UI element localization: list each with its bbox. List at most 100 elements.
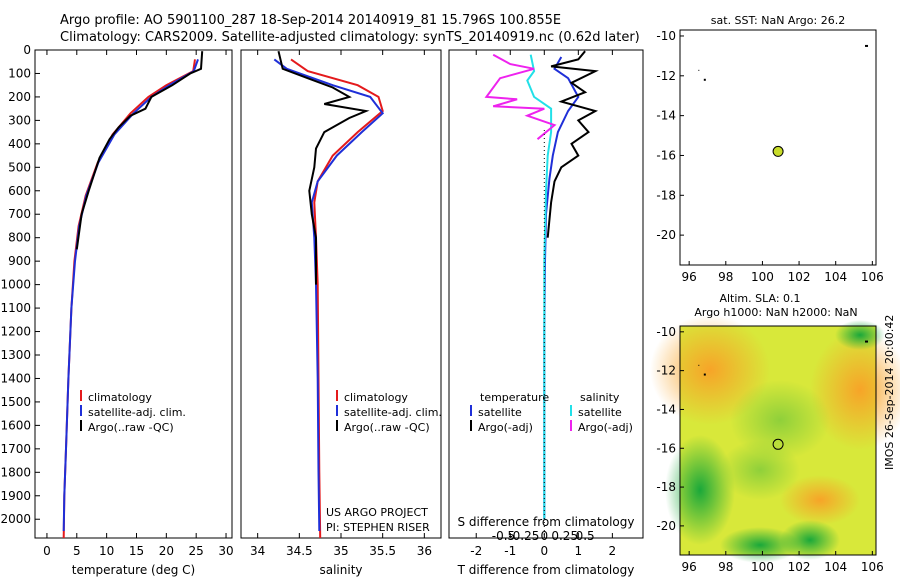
x-tick-label: 34.5: [286, 544, 313, 558]
difference-panel: -2 -1 0 1 2 T difference from climatology -0.5…: [448, 49, 644, 577]
diff-legend-sal: salinity satellite Argo(-adj): [570, 390, 633, 435]
x2-tick-label: 0: [540, 529, 548, 543]
x2-tick-label: -0.25: [508, 529, 539, 543]
x-tick-label: 100: [751, 560, 774, 574]
float-track-dot: [865, 340, 869, 343]
x-tick-label: 25: [189, 544, 204, 558]
timestamp: IMOS 26-Sep-2014 20:00:42: [883, 314, 896, 470]
map-frame: [679, 325, 877, 556]
float-track-dot: [703, 78, 706, 81]
y-tick-label: 600: [8, 184, 31, 198]
x-tick-label: 2: [609, 544, 617, 558]
legend-s-argo: Argo(-adj): [570, 420, 633, 435]
x-tick-label: 96: [682, 270, 697, 284]
series-line: [75, 51, 204, 250]
series-line: [543, 56, 580, 520]
x2-tick-label: -0.5: [492, 529, 515, 543]
float-track-dot: [698, 364, 700, 366]
y-tick-label: -14: [656, 109, 676, 123]
y-tick-label: -10: [656, 325, 676, 339]
y-tick-label: -14: [656, 402, 676, 416]
sla-map-title: Altim. SLA: 0.1: [719, 292, 800, 305]
x-tick-label: 30: [218, 544, 233, 558]
y-tick-label: 2000: [0, 512, 31, 526]
x-tick-label: 104: [824, 270, 847, 284]
y-tick-label: -16: [656, 148, 676, 162]
x-tick-label: 102: [788, 270, 811, 284]
float-track-dot: [698, 69, 700, 71]
x-tick-label: 15: [129, 544, 144, 558]
x-tick-label: -2: [470, 544, 482, 558]
panel-frame: [34, 49, 233, 539]
y-tick-label: -20: [656, 228, 676, 242]
y-tick-label: 1500: [0, 395, 31, 409]
x-tick-label: 36: [417, 544, 432, 558]
legend-satellite: satellite-adj. clim.: [80, 405, 186, 420]
y-tick-label: -18: [656, 188, 676, 202]
sst-map-title: sat. SST: NaN Argo: 26.2: [711, 14, 845, 27]
x2-axis-label: S difference from climatology: [458, 515, 635, 529]
y-tick-label: 1400: [0, 371, 31, 385]
y-tick-label: 0: [23, 43, 31, 57]
y-tick-label: 100: [8, 66, 31, 80]
map-frame: [679, 29, 877, 266]
series-line: [277, 50, 370, 285]
y-tick-label: 300: [8, 113, 31, 127]
legend-satellite: satellite-adj. clim.: [336, 405, 442, 420]
annotation-project: US ARGO PROJECT: [326, 506, 428, 519]
x-tick-label: 0: [43, 544, 51, 558]
x-tick-label: 20: [159, 544, 174, 558]
y-tick-label: 1800: [0, 465, 31, 479]
y-tick-label: 1300: [0, 348, 31, 362]
y-tick-label: 900: [8, 254, 31, 268]
x-tick-label: 35.5: [369, 544, 396, 558]
y-tick-label: 1900: [0, 489, 31, 503]
profile-location-marker: [772, 438, 784, 450]
y-tick-label: 1000: [0, 278, 31, 292]
series-line: [484, 53, 557, 140]
float-track-dot: [703, 373, 706, 376]
x-tick-label: 106: [861, 560, 884, 574]
y-tick-label: -12: [656, 364, 676, 378]
y-tick-label: -10: [656, 29, 676, 43]
salinity-panel: 34 34.5 35 35.5 36 salinity: [240, 49, 442, 577]
x-tick-label: 98: [718, 560, 733, 574]
legend-climatology: climatology: [80, 390, 186, 405]
x-tick-label: 102: [788, 560, 811, 574]
plot-title-line1: Argo profile: AO 5901100_287 18-Sep-2014…: [60, 13, 562, 28]
y-tick-label: -16: [656, 441, 676, 455]
sla-map-subtitle: Argo h1000: NaN h2000: NaN: [694, 306, 857, 319]
legend-argo: Argo(..raw -QC): [80, 420, 186, 435]
diff-legend-temp: temperature satellite Argo(-adj): [470, 390, 549, 435]
panel-frame: [448, 49, 644, 539]
y-tick-label: -12: [656, 69, 676, 83]
x-tick-label: 0: [540, 544, 548, 558]
x-axis-label: T difference from climatology: [457, 563, 635, 577]
float-track-dot: [865, 44, 869, 47]
legend-argo: Argo(..raw -QC): [336, 420, 442, 435]
y-tick-label: -18: [656, 480, 676, 494]
sal-legend: climatology satellite-adj. clim. Argo(..…: [336, 390, 442, 435]
y-tick-label: 500: [8, 160, 31, 174]
x-tick-label: 104: [824, 560, 847, 574]
legend-t-satellite: satellite: [470, 405, 549, 420]
legend-climatology: climatology: [336, 390, 442, 405]
x-tick-label: 34: [250, 544, 265, 558]
x-tick-label: 106: [861, 270, 884, 284]
plot-title-line2: Climatology: CARS2009. Satellite-adjuste…: [60, 30, 640, 45]
y-tick-label: 700: [8, 207, 31, 221]
x-tick-label: 35: [333, 544, 348, 558]
legend-t-argo: Argo(-adj): [470, 420, 549, 435]
profile-location-marker: [772, 145, 784, 157]
x-tick-label: 5: [73, 544, 81, 558]
x-tick-label: 96: [682, 560, 697, 574]
x2-tick-label: 0.5: [576, 529, 595, 543]
series-line: [526, 54, 553, 520]
series-line: [62, 59, 196, 539]
legend-title-temperature: temperature: [480, 391, 550, 404]
y-tick-label: 800: [8, 231, 31, 245]
x-tick-label: -1: [504, 544, 516, 558]
series-line: [273, 58, 385, 532]
y-tick-label: 1200: [0, 325, 31, 339]
x-tick-label: 10: [99, 544, 114, 558]
